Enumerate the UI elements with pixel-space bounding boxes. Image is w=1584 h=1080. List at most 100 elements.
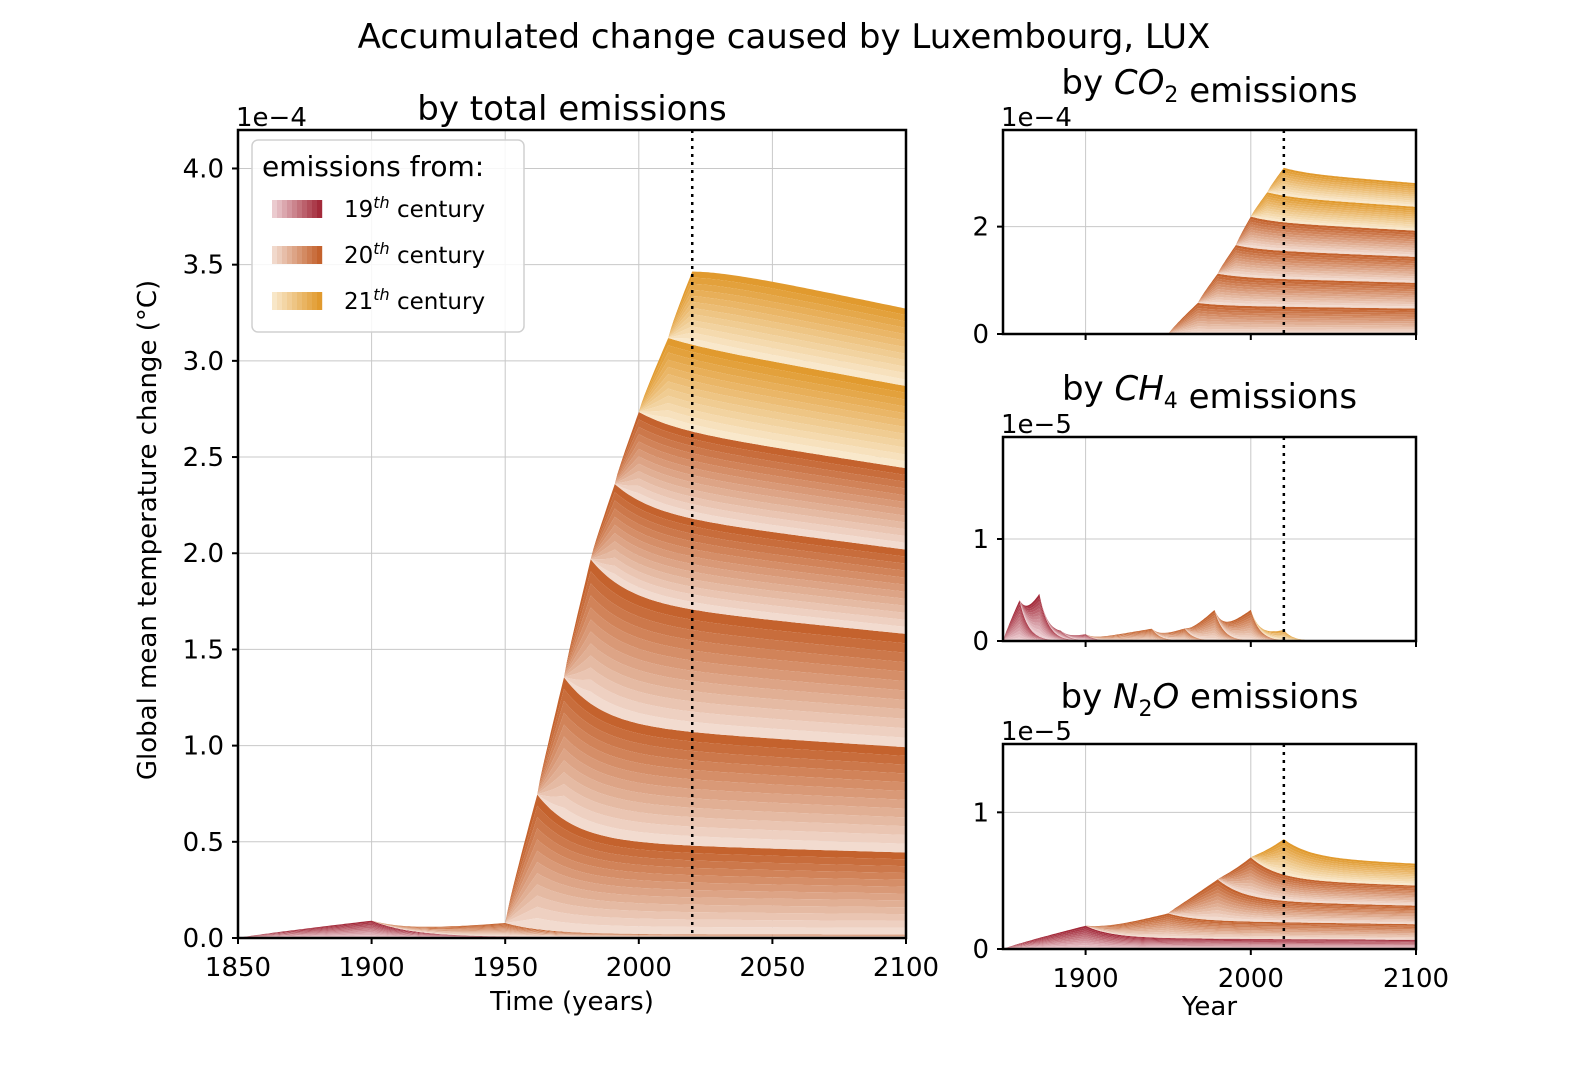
- band-n2o-2-strip-0: [1003, 913, 1416, 949]
- legend-swatch-cell: [282, 200, 288, 218]
- band-total-2-strip-1: [238, 906, 906, 938]
- legend-swatch-c20: [272, 246, 323, 264]
- band-ch4-6-strip-4: [1003, 593, 1416, 641]
- gas-subscript: 2: [1164, 83, 1178, 108]
- legend-swatch-cell: [297, 200, 303, 218]
- legend-swatch-cell: [287, 246, 293, 264]
- legend-label-c21: 21th century: [344, 285, 485, 315]
- legend-swatch-cell: [297, 246, 303, 264]
- y-tick-label: 1: [972, 798, 989, 828]
- band-n2o-3-strip-8: [1003, 866, 1416, 949]
- band-total-2-strip-2: [238, 895, 906, 938]
- legend-swatch-cell: [282, 292, 288, 310]
- legend-superscript: th: [373, 193, 389, 212]
- y-tick-label: 0.5: [183, 828, 224, 858]
- band-total-3-strip-0: [238, 794, 906, 938]
- legend-frame: [251, 139, 525, 333]
- band-total-6-strip-4: [238, 463, 906, 938]
- legend-swatch-cell: [312, 200, 318, 218]
- band-co2-3-strip-1: [1003, 242, 1416, 334]
- band-co2-3-strip-3: [1003, 237, 1416, 334]
- y-tick-label: 1: [972, 525, 989, 555]
- y-tick-label: 1.5: [183, 635, 224, 665]
- band-total-6-strip-8: [238, 434, 906, 938]
- band-total-3-strip-10: [238, 689, 906, 938]
- band-total-6-strip-10: [238, 419, 906, 938]
- band-co2-3-strip-0: [1003, 245, 1416, 334]
- band-total-3-strip-3: [238, 772, 906, 938]
- band-total-6-strip-9: [238, 426, 906, 938]
- x-axis-label: Year: [1181, 992, 1237, 1022]
- legend-swatch-cell: [277, 292, 283, 310]
- legend-swatch-cell: [317, 200, 323, 218]
- band-total-3-strip-7: [238, 724, 906, 938]
- band-n2o-1-strip-1: [1003, 925, 1416, 949]
- band-total-2-strip-4: [238, 873, 906, 938]
- band-total-6-strip-1: [238, 484, 906, 938]
- legend-century-word: century: [390, 243, 485, 269]
- legend-swatch-cell: [297, 292, 303, 310]
- panel-title-n2o: by N2O emissions: [1061, 677, 1359, 722]
- legend-swatch-cell: [302, 292, 308, 310]
- band-total-4-strip-10: [238, 571, 906, 938]
- band-n2o-1-strip-11: [1003, 913, 1416, 949]
- band-total-3-strip-2: [238, 783, 906, 938]
- x-tick-label: 2100: [873, 953, 939, 983]
- area-series-co2: [1003, 167, 1416, 334]
- band-total-1-strip-6: [238, 920, 906, 938]
- y-tick-label: 3.0: [183, 347, 224, 377]
- band-co2-3-strip-5: [1003, 232, 1416, 334]
- y-tick-label: 4.0: [183, 154, 224, 184]
- axis-offset-text: 1e−5: [1001, 410, 1072, 440]
- y-axis-label: Global mean temperature change (°C): [133, 280, 163, 780]
- y-tick-label: 0.0: [183, 924, 224, 954]
- legend-swatch-cell: [287, 200, 293, 218]
- band-total-6-strip-11: [238, 412, 906, 938]
- legend-swatch-cell: [287, 292, 293, 310]
- band-n2o-3-strip-9: [1003, 863, 1416, 949]
- band-co2-3-strip-7: [1003, 227, 1416, 334]
- axis-offset-text: 1e−5: [1001, 717, 1072, 747]
- legend-label-c20: 20th century: [344, 239, 485, 269]
- legend-swatch-cell: [292, 200, 298, 218]
- panel-title-ch4: by CH4 emissions: [1062, 369, 1357, 417]
- legend-century-word: century: [390, 197, 485, 223]
- band-total-3-strip-9: [238, 700, 906, 938]
- band-total-6-strip-5: [238, 456, 906, 938]
- panel-n2o: 1900 2000 2100 0 1 1e−5by N2O emissions Year: [972, 677, 1449, 1022]
- band-co2-1-strip-10: [1003, 276, 1416, 334]
- band-co2-3-strip-2: [1003, 239, 1416, 334]
- band-total-6-strip-3: [238, 471, 906, 938]
- band-total-2-strip-3: [238, 884, 906, 938]
- legend-swatch-cell: [292, 246, 298, 264]
- legend-swatch-cell: [292, 292, 298, 310]
- panel-title-total: by total emissions: [417, 89, 727, 129]
- y-tick-label: 1.0: [183, 732, 224, 762]
- gas-subscript: 4: [1164, 389, 1178, 414]
- band-co2-0-strip-6: [1003, 315, 1416, 334]
- gas-formula: CH: [1114, 369, 1163, 409]
- band-n2o-1-strip-10: [1003, 915, 1416, 949]
- band-n2o-1-strip-7: [1003, 921, 1416, 949]
- y-tick-label: 0: [972, 320, 989, 350]
- x-axis-label: Time (years): [489, 987, 654, 1017]
- band-total-1-strip-4: [238, 920, 906, 938]
- y-tick-label: 3.5: [183, 251, 224, 281]
- axes-frame: [1001, 742, 1418, 951]
- legend-swatch-cell: [272, 200, 278, 218]
- band-co2-1-strip-11: [1003, 273, 1416, 334]
- band-n2o-3-strip-11: [1003, 857, 1416, 949]
- title-suffix: emissions: [1178, 71, 1357, 111]
- band-n2o-3-strip-3: [1003, 879, 1416, 949]
- gas-formula: CO: [1114, 63, 1165, 103]
- legend-swatch-cell: [272, 246, 278, 264]
- legend-label-c19: 19th century: [344, 193, 485, 223]
- legend-swatch-cell: [277, 246, 283, 264]
- legend-superscript: th: [373, 285, 389, 304]
- legend-century-number: 19: [344, 197, 373, 223]
- band-co2-3-strip-6: [1003, 229, 1416, 334]
- y-tick-label: 0: [972, 627, 989, 657]
- band-co2-3-strip-9: [1003, 221, 1416, 334]
